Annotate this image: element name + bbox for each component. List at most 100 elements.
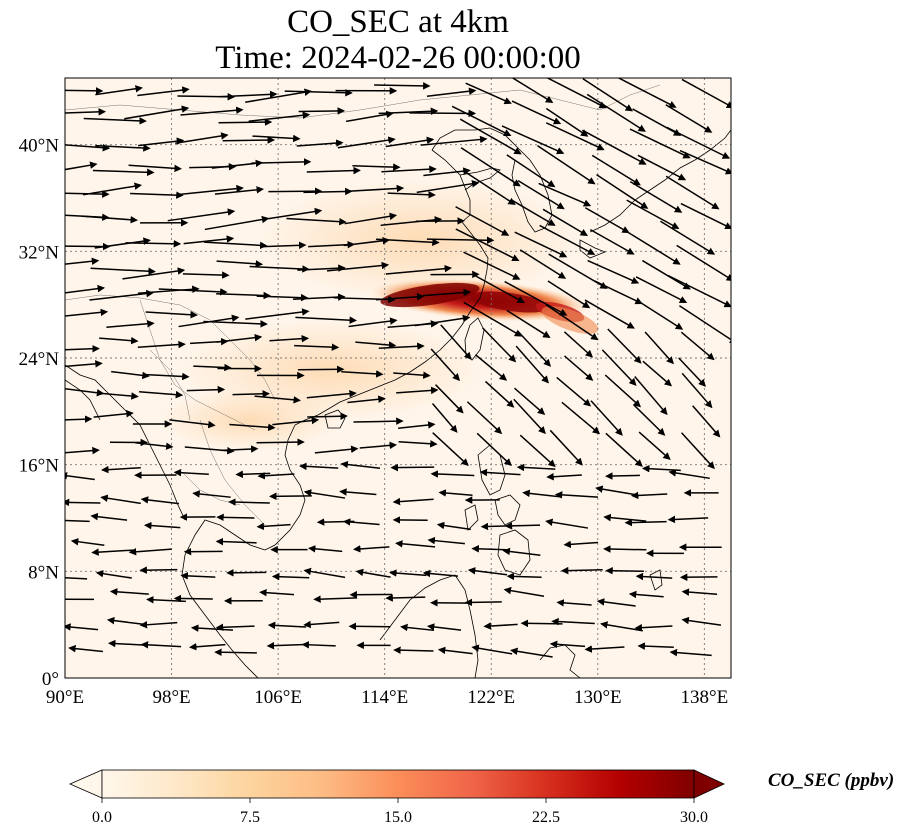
wind-arrow	[635, 276, 688, 303]
wind-arrow	[637, 300, 684, 330]
wind-arrow	[422, 569, 459, 578]
wind-arrow	[554, 491, 598, 499]
lat-tick-label: 8°N	[28, 562, 59, 583]
wind-arrow	[342, 518, 380, 526]
wind-arrow	[542, 208, 589, 236]
wind-arrow	[81, 215, 139, 224]
wind-arrow	[256, 522, 291, 531]
wind-arrow	[339, 488, 377, 496]
wind-arrow	[245, 88, 313, 103]
wind-arrow	[337, 136, 396, 149]
wind-arrow	[218, 90, 278, 99]
wind-arrow	[169, 419, 216, 429]
wind-arrow	[92, 168, 155, 177]
wind-arrow	[294, 343, 340, 351]
wind-arrow	[139, 621, 178, 629]
wind-arrow	[591, 154, 641, 186]
colorbar-tick-label: 15.0	[384, 809, 412, 826]
lat-tick-label: 24°N	[19, 349, 60, 370]
wind-arrow	[183, 235, 235, 245]
wind-arrow	[340, 460, 381, 470]
wind-arrow	[601, 349, 637, 386]
wind-arrow	[502, 547, 541, 556]
wind-arrow	[510, 647, 553, 658]
wind-arrow	[380, 216, 443, 227]
wind-arrow	[65, 519, 90, 523]
wind-arrow	[307, 545, 343, 553]
wind-arrow	[669, 648, 712, 657]
wind-arrow	[634, 623, 673, 632]
wind-arrow	[393, 371, 431, 379]
wind-arrow	[303, 620, 340, 629]
wind-arrow	[95, 569, 132, 579]
wind-arrow	[65, 388, 105, 397]
wind-arrow	[297, 264, 346, 272]
wind-arrow	[314, 445, 359, 454]
wind-arrow	[180, 106, 244, 116]
wind-arrow	[460, 147, 521, 187]
wind-arrow	[173, 594, 213, 603]
wind-arrow	[343, 237, 391, 247]
wind-arrow	[545, 107, 589, 137]
wind-arrow	[479, 468, 521, 477]
wind-arrow	[431, 403, 458, 433]
wind-arrow	[634, 376, 668, 416]
wind-arrow	[605, 472, 640, 480]
wind-arrow	[111, 370, 150, 380]
wind-arrow	[82, 182, 143, 196]
wind-arrow	[587, 259, 640, 284]
wind-arrow	[517, 330, 552, 367]
wind-arrow	[374, 82, 431, 90]
wind-arrow	[396, 386, 439, 395]
wind-arrow	[65, 257, 100, 266]
wind-arrow	[376, 293, 425, 301]
wind-arrow	[594, 280, 643, 305]
wind-arrow	[128, 164, 182, 173]
wind-arrow	[216, 333, 263, 343]
map-title: CO_SEC at 4km	[287, 4, 509, 40]
wind-arrow	[252, 134, 301, 143]
wind-arrow	[666, 126, 731, 159]
wind-arrow	[65, 415, 93, 423]
wind-arrow	[93, 410, 134, 418]
wind-arrow	[348, 317, 398, 328]
wind-arrow	[139, 566, 178, 574]
wind-arrow	[385, 264, 453, 275]
wind-arrow	[681, 372, 713, 409]
wind-arrow	[214, 186, 264, 195]
wind-arrow	[605, 432, 643, 467]
wind-arrow	[427, 536, 465, 545]
wind-arrow	[345, 110, 394, 123]
wind-arrow	[545, 518, 589, 529]
wind-arrow	[626, 199, 680, 229]
wind-arrow	[630, 491, 668, 500]
wind-arrow	[409, 109, 477, 118]
wind-arrow	[563, 540, 599, 549]
wind-arrow	[603, 545, 647, 553]
wind-arrow	[537, 144, 596, 185]
wind-arrow	[430, 470, 475, 478]
wind-arrow	[681, 78, 731, 109]
wind-arrow	[581, 129, 647, 165]
wind-arrow	[249, 265, 310, 273]
wind-arrow	[506, 154, 556, 188]
wind-arrow	[259, 588, 295, 597]
wind-arrow	[179, 184, 244, 196]
wind-arrow	[538, 182, 592, 207]
wind-arrow	[303, 187, 353, 196]
wind-arrow	[204, 241, 268, 250]
lon-tick-label: 98°E	[152, 687, 190, 708]
wind-arrow	[94, 237, 151, 249]
wind-arrow	[466, 401, 503, 435]
wind-arrow	[256, 438, 305, 446]
colorbar-tick-label: 30.0	[680, 809, 708, 826]
wind-arrow	[549, 429, 583, 466]
wind-arrow	[70, 538, 105, 546]
wind-arrow	[90, 512, 128, 521]
wind-arrow	[513, 398, 546, 435]
lon-tick-label: 90°E	[46, 687, 84, 708]
wind-arrow	[284, 89, 353, 97]
wind-arrow	[463, 301, 523, 337]
wind-arrow	[589, 229, 635, 255]
wind-arrow	[341, 370, 384, 378]
